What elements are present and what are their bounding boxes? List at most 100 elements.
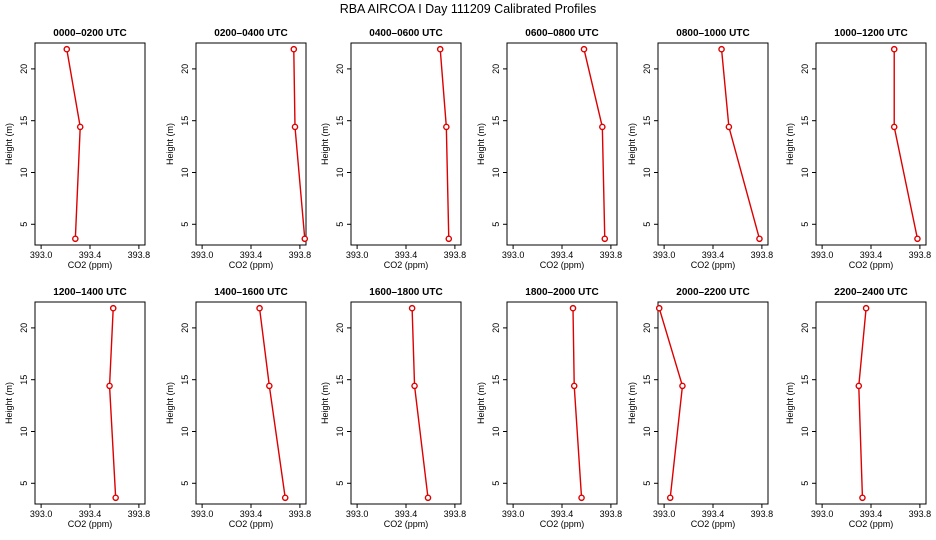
x-tick-label: 393.0 — [191, 509, 214, 519]
y-tick-label: 5 — [180, 481, 190, 486]
y-tick-label: 10 — [19, 426, 29, 436]
x-axis-label: CO2 (ppm) — [540, 260, 585, 270]
profile-panel: 0800–1000 UTC 393.0 393.4 393.8 CO2 (ppm) 5 10… — [627, 28, 773, 270]
profile-panel: 2200–2400 UTC 393.0 393.4 393.8 CO2 (ppm) 5 10… — [785, 287, 931, 529]
y-tick-label: 15 — [642, 116, 652, 126]
profile-panel: 0400–0600 UTC 393.0 393.4 393.8 CO2 (ppm) 5 10… — [320, 28, 466, 270]
profile-point — [578, 494, 585, 502]
panel-title: 1200–1400 UTC — [53, 287, 126, 298]
profile-point — [256, 304, 263, 312]
profile-point — [106, 382, 113, 390]
x-tick-label: 393.8 — [444, 509, 467, 519]
y-axis-label: Height (m) — [320, 382, 330, 424]
y-tick-label: 10 — [491, 167, 501, 177]
y-tick-label: 5 — [800, 222, 810, 227]
profile-point — [266, 382, 273, 390]
x-tick-label: 393.4 — [702, 250, 725, 260]
profile-panel: 1000–1200 UTC 393.0 393.4 393.8 CO2 (ppm) 5 10… — [785, 28, 931, 270]
y-axis-label: Height (m) — [785, 382, 795, 424]
profile-point — [424, 494, 432, 502]
y-axis-label: Height (m) — [4, 382, 14, 424]
profile-point — [599, 123, 606, 131]
y-axis-label: Height (m) — [165, 382, 175, 424]
panel-title: 0800–1000 UTC — [676, 28, 749, 39]
profile-panel: 0000–0200 UTC 393.0 393.4 393.8 CO2 (ppm) 5 10… — [4, 28, 150, 270]
x-tick-label: 393.8 — [600, 509, 623, 519]
panel-title: 0000–0200 UTC — [53, 28, 126, 39]
y-tick-label: 5 — [19, 222, 29, 227]
y-tick-label: 5 — [800, 481, 810, 486]
profile-point — [862, 304, 870, 312]
x-axis-label: CO2 (ppm) — [691, 260, 736, 270]
x-tick-label: 393.4 — [395, 509, 418, 519]
panel-title: 1000–1200 UTC — [834, 28, 907, 39]
x-axis-label: CO2 (ppm) — [229, 260, 274, 270]
y-tick-label: 5 — [335, 222, 345, 227]
panel-grid: 0000–0200 UTC 393.0 393.4 393.8 CO2 (ppm) 5 10… — [4, 28, 931, 529]
profile-point — [725, 123, 733, 131]
profile-point — [914, 235, 921, 243]
x-tick-label: 393.0 — [811, 250, 834, 260]
y-tick-label: 15 — [800, 116, 810, 126]
x-tick-label: 393.0 — [30, 509, 53, 519]
x-axis-label: CO2 (ppm) — [384, 519, 429, 529]
profile-panel: 1200–1400 UTC 393.0 393.4 393.8 CO2 (ppm) 5 10… — [4, 287, 150, 529]
profile-point — [281, 494, 289, 502]
profile-panel: 1600–1800 UTC 393.0 393.4 393.8 CO2 (ppm) 5 10… — [320, 287, 466, 529]
x-axis-label: CO2 (ppm) — [68, 260, 113, 270]
profile-point — [859, 494, 866, 502]
x-tick-label: 393.0 — [653, 250, 676, 260]
profile-point — [855, 382, 863, 390]
x-tick-label: 393.0 — [653, 509, 676, 519]
y-tick-label: 15 — [19, 116, 29, 126]
y-tick-label: 20 — [491, 323, 501, 333]
y-axis-label: Height (m) — [627, 382, 637, 424]
y-tick-label: 15 — [180, 116, 190, 126]
figure-title: RBA AIRCOA I Day 111209 Calibrated Profi… — [340, 2, 597, 16]
profile-point — [756, 235, 763, 243]
x-tick-label: 393.4 — [860, 509, 883, 519]
profile-point — [570, 382, 578, 390]
profile-point — [72, 235, 79, 243]
panel-title: 0400–0600 UTC — [369, 28, 442, 39]
profile-point — [408, 304, 416, 312]
profile-point — [411, 382, 418, 390]
y-axis-label: Height (m) — [4, 123, 14, 165]
profile-panel: 1800–2000 UTC 393.0 393.4 393.8 CO2 (ppm) 5 10… — [476, 287, 622, 529]
y-tick-label: 15 — [800, 375, 810, 385]
y-tick-label: 20 — [19, 64, 29, 74]
panel-title: 2000–2200 UTC — [676, 287, 749, 298]
x-tick-label: 393.4 — [702, 509, 725, 519]
x-axis-label: CO2 (ppm) — [384, 260, 429, 270]
y-tick-label: 5 — [491, 481, 501, 486]
y-axis-label: Height (m) — [627, 123, 637, 165]
panel-title: 0200–0400 UTC — [214, 28, 287, 39]
profile-point — [666, 494, 674, 502]
x-axis-label: CO2 (ppm) — [229, 519, 274, 529]
y-tick-label: 20 — [642, 64, 652, 74]
y-tick-label: 5 — [642, 222, 652, 227]
profile-point — [109, 304, 117, 312]
panel-title: 1600–1800 UTC — [369, 287, 442, 298]
x-tick-label: 393.0 — [346, 509, 369, 519]
y-tick-label: 15 — [642, 375, 652, 385]
x-tick-label: 393.8 — [289, 250, 312, 260]
y-tick-label: 15 — [19, 375, 29, 385]
y-axis-label: Height (m) — [320, 123, 330, 165]
y-tick-label: 20 — [642, 323, 652, 333]
y-tick-label: 5 — [642, 481, 652, 486]
x-axis-label: CO2 (ppm) — [849, 260, 894, 270]
x-tick-label: 393.0 — [502, 250, 525, 260]
panel-title: 1400–1600 UTC — [214, 287, 287, 298]
y-tick-label: 10 — [335, 426, 345, 436]
profile-point — [63, 45, 71, 53]
y-tick-label: 10 — [642, 167, 652, 177]
y-tick-label: 10 — [491, 426, 501, 436]
panel-title: 0600–0800 UTC — [525, 28, 598, 39]
x-tick-label: 393.8 — [444, 250, 467, 260]
y-axis-label: Height (m) — [476, 382, 486, 424]
profile-panel: 0600–0800 UTC 393.0 393.4 393.8 CO2 (ppm) 5 10… — [476, 28, 622, 270]
profile-point — [445, 235, 453, 243]
